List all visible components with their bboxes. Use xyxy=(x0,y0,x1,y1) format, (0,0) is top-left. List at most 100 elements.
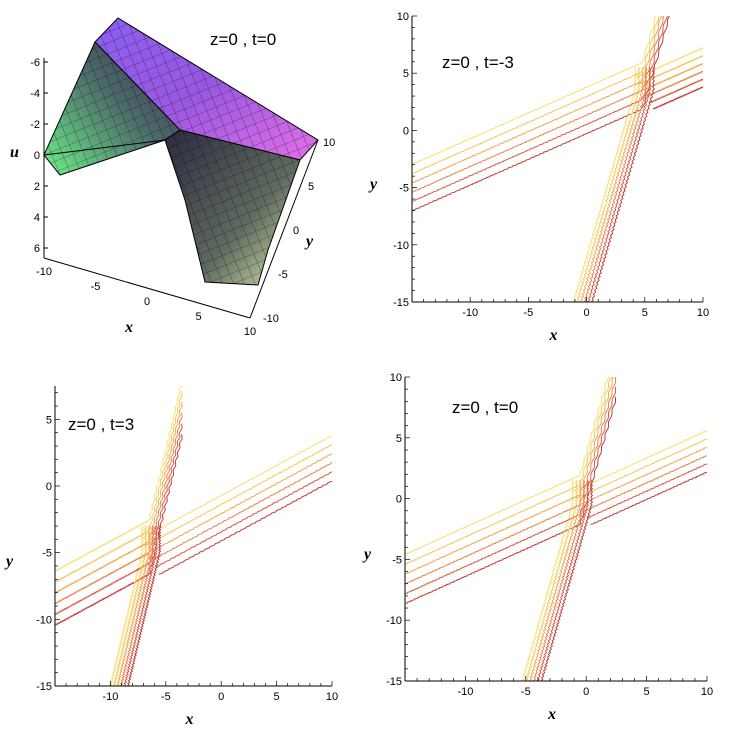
contour-line-right xyxy=(575,438,707,499)
y-tick-label: 0 xyxy=(46,481,52,493)
contour-x-label: x xyxy=(549,327,558,344)
contour-line-lower xyxy=(572,67,637,302)
contour-line-right xyxy=(641,62,703,91)
contour-line-lower xyxy=(112,525,148,686)
contour-plot-t-3: -10 -5 0 5 10 5 0 -5 -10 -15 z=0 , t=3 x y xyxy=(4,386,338,728)
contour-line-lower xyxy=(123,525,158,686)
x-tick-label: 10 xyxy=(326,691,338,703)
contour-line-lower xyxy=(119,525,155,686)
x-tick-label: -5 xyxy=(161,691,171,703)
y-tick-label: 10 xyxy=(397,11,409,23)
surface-x-tick-label: -10 xyxy=(36,266,52,278)
contour-line-lower xyxy=(532,480,586,681)
contour-line-right xyxy=(583,455,707,512)
surface-u-tick-label: 4 xyxy=(34,212,40,224)
contour-y-label: y xyxy=(4,553,14,570)
y-tick-label: -10 xyxy=(386,615,402,627)
surface-x-tick-label: -5 xyxy=(91,281,101,293)
contour-line-lower xyxy=(579,67,644,302)
contour-line-upper xyxy=(405,377,609,555)
contour-line-lower xyxy=(528,480,582,681)
x-tick-label: 5 xyxy=(274,691,280,703)
x-tick-label: -5 xyxy=(524,307,534,319)
contour-line-right xyxy=(571,430,707,492)
surface-x-tick-label: 0 xyxy=(144,296,150,308)
surface-x-axis xyxy=(43,257,251,319)
contour-line-lower xyxy=(521,480,574,681)
y-tick-label: 5 xyxy=(403,68,409,80)
x-tick-label: -10 xyxy=(102,691,118,703)
y-tick-label: -5 xyxy=(42,548,52,560)
contour-line-right xyxy=(586,463,707,519)
contour-line-upper xyxy=(412,16,668,202)
surface-panel: -6 -4 -2 0 2 4 6 -10 -5 0 5 10 10 5 0 -5 -10 z=0 , t=0 u… xyxy=(0,0,360,345)
contour-line-lower xyxy=(525,480,578,681)
y-tick-label: -5 xyxy=(399,183,409,195)
contour-line-right xyxy=(155,471,332,568)
contour-panel-t-0: -10 -5 0 5 10 10 5 0 -5 -10 -15 z=0 , t=0 x y xyxy=(360,365,735,739)
y-tick-label: 5 xyxy=(396,433,402,445)
contour-line-upper xyxy=(412,16,664,193)
surface-y-tick-label: -10 xyxy=(263,313,279,325)
contour-line-right xyxy=(148,453,332,554)
x-tick-label: 0 xyxy=(218,691,224,703)
contour-line-upper xyxy=(405,396,617,605)
contour-y-label: y xyxy=(368,176,378,193)
y-tick-label: -10 xyxy=(393,240,409,252)
contour-line-right xyxy=(637,54,703,85)
contour-title: z=0 , t=-3 xyxy=(442,53,514,72)
x-tick-label: 5 xyxy=(642,307,648,319)
x-tick-label: 10 xyxy=(701,686,713,698)
surface-u-tick-label: -6 xyxy=(30,57,40,69)
contour-x-label: x xyxy=(185,711,194,728)
contour-line-right xyxy=(648,78,703,104)
contour-lines xyxy=(55,386,332,686)
surface-u-tick-label: -2 xyxy=(30,119,40,131)
y-tick-label: 0 xyxy=(403,125,409,137)
y-tick-label: -15 xyxy=(36,681,52,693)
y-tick-label: -10 xyxy=(36,614,52,626)
y-tick-label: 5 xyxy=(46,414,52,426)
contour-line-right xyxy=(652,86,703,110)
contour-line-upper xyxy=(55,423,183,615)
contour-line-upper xyxy=(405,377,612,565)
contour-line-right xyxy=(158,480,332,575)
contour-line-upper xyxy=(405,377,615,575)
contour-panel-t-3: -10 -5 0 5 10 5 0 -5 -10 -15 z=0 , t=3 x y xyxy=(0,370,360,739)
contour-line-upper xyxy=(405,386,617,595)
surface-plot: -6 -4 -2 0 2 4 6 -10 -5 0 5 10 10 5 0 -5 -10 z=0 , t=0 u… xyxy=(10,17,335,338)
surface-u-tick-label: 6 xyxy=(34,243,40,255)
x-tick-label: 0 xyxy=(584,307,590,319)
surface-title: z=0 , t=0 xyxy=(210,30,276,49)
contour-line-upper xyxy=(55,386,183,572)
contour-line-right xyxy=(141,434,332,539)
contour-line-upper xyxy=(412,16,657,165)
surface-mesh-lower xyxy=(44,42,180,175)
contour-line-upper xyxy=(55,412,183,605)
y-tick-label: -15 xyxy=(386,676,402,688)
contour-x-label: x xyxy=(547,706,556,723)
contour-title: z=0 , t=3 xyxy=(68,415,134,434)
surface-x-tick-label: 5 xyxy=(195,311,201,323)
x-tick-label: -10 xyxy=(462,307,478,319)
contour-lines xyxy=(405,377,707,681)
contour-line-lower xyxy=(116,525,151,686)
contour-title: z=0 , t=0 xyxy=(452,398,518,417)
contour-line-right xyxy=(590,471,707,525)
surface-edge xyxy=(43,139,166,156)
y-tick-label: 0 xyxy=(396,494,402,506)
surface-y-tick-label: -5 xyxy=(278,269,288,281)
x-tick-label: -5 xyxy=(521,686,531,698)
contour-y-label: y xyxy=(362,546,372,563)
contour-line-right xyxy=(151,461,332,561)
contour-line-lower xyxy=(576,67,641,302)
contour-line-right xyxy=(645,70,703,97)
surface-y-axis xyxy=(249,139,319,319)
y-tick-label: -5 xyxy=(392,554,402,566)
contour-line-upper xyxy=(412,16,660,175)
surface-u-tick-label: -4 xyxy=(30,88,40,100)
contour-line-upper xyxy=(55,401,183,594)
contour-panel-t-minus-3: -10 -5 0 5 10 10 5 0 -5 -10 -15 z=0 , t=-3 x y xyxy=(360,0,735,355)
contour-line-lower xyxy=(540,480,594,681)
surface-y-tick-label: 10 xyxy=(323,137,335,149)
